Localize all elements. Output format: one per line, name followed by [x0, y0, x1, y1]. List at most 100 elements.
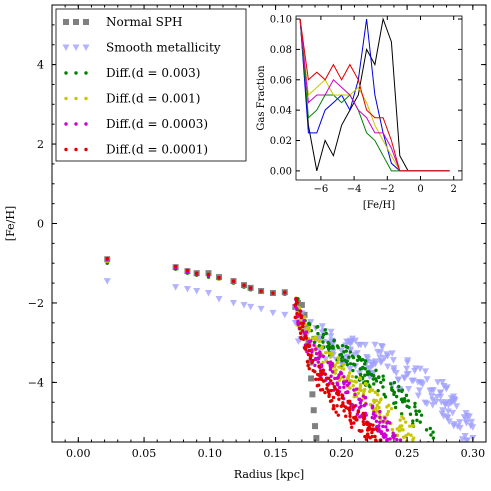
series-4-marker	[381, 434, 386, 438]
series-1-marker	[426, 387, 434, 395]
series-1-marker	[257, 305, 265, 313]
series-3-marker	[347, 371, 352, 375]
series-5-marker	[374, 439, 378, 442]
series-5-marker	[317, 373, 321, 377]
series-1-marker	[348, 339, 356, 346]
series-1-marker	[384, 353, 392, 360]
series-5-marker	[340, 396, 344, 400]
legend-marker	[74, 96, 78, 101]
series-2-marker	[329, 346, 333, 350]
series-4-marker	[370, 415, 374, 420]
series-5-marker	[332, 406, 336, 411]
series-2-marker	[344, 360, 349, 364]
series-5-marker	[365, 422, 369, 427]
series-5-marker	[304, 334, 308, 338]
series-5-marker	[361, 411, 365, 416]
main-plot: 0.00 0.05 0.10 0.15 0.20 0.25 0.30 −4 −2 0 2 4 Radiu…	[4, 4, 487, 481]
series-3-marker	[333, 371, 337, 375]
series-3-marker	[378, 398, 383, 402]
legend-box	[55, 8, 247, 162]
series-5-marker	[353, 415, 358, 419]
series-1-marker	[363, 354, 371, 361]
series-2-marker	[323, 328, 327, 332]
series-5-marker	[194, 271, 199, 275]
series-2-marker	[338, 353, 342, 357]
legend-label: Diff.(d = 0.001)	[106, 92, 200, 106]
series-0-marker	[308, 375, 315, 382]
legend-marker	[83, 19, 89, 25]
series-2-marker	[377, 375, 381, 379]
series-5-marker	[342, 409, 346, 413]
series-5-marker	[326, 390, 331, 394]
series-5-marker	[361, 416, 366, 420]
series-2-marker	[407, 405, 411, 409]
series-1-marker	[453, 403, 461, 410]
series-3-marker	[310, 336, 315, 340]
series-5-marker	[301, 329, 305, 333]
series-4-marker	[328, 367, 333, 372]
series-0-marker	[306, 359, 313, 366]
series-5-marker	[352, 404, 357, 408]
series-3-marker	[324, 350, 328, 355]
series-3-marker	[356, 391, 360, 396]
series-1-marker	[183, 286, 191, 293]
series-4-marker	[314, 357, 318, 362]
y-tick-label: 4	[37, 59, 44, 72]
inset-plot: −6 −4 −2 0 2 0.00 0.02 0.04 0.06 0.08 0.10 [Fe/H] Ga…	[256, 15, 463, 211]
series-5-marker	[248, 286, 253, 290]
series-2-marker	[419, 413, 424, 417]
series-2-marker	[340, 355, 345, 359]
series-1-marker	[456, 424, 464, 432]
series-1-marker	[327, 328, 335, 336]
series-1-marker	[240, 301, 248, 309]
y-tick-label: −2	[28, 297, 44, 310]
series-1-marker	[462, 437, 470, 442]
series-2-marker	[342, 350, 346, 354]
series-1-marker	[378, 344, 386, 351]
series-5-marker	[317, 364, 321, 369]
series-1-marker	[368, 361, 376, 369]
series-2-marker	[400, 397, 404, 401]
series-4-marker	[378, 409, 382, 414]
inset-y-tick-label: 0.02	[270, 136, 292, 147]
series-2-marker	[367, 372, 371, 376]
series-3-marker	[297, 306, 302, 310]
series-1-marker	[388, 350, 396, 357]
series-3-marker	[401, 416, 406, 421]
series-5-marker	[329, 379, 333, 383]
series-3-marker	[329, 352, 334, 356]
series-1-marker	[327, 333, 335, 340]
series-3-marker	[346, 377, 350, 381]
series-3-marker	[385, 413, 389, 417]
series-2-marker	[345, 362, 350, 367]
series-5-marker	[306, 363, 310, 368]
series-5-marker	[336, 413, 341, 417]
inset-y-tick-label: 0.06	[270, 75, 292, 86]
series-5-marker	[301, 321, 305, 326]
series-5-marker	[357, 428, 362, 433]
series-1-marker	[404, 370, 412, 378]
series-3-marker	[319, 346, 323, 350]
series-3-marker	[358, 376, 363, 381]
series-2-marker	[321, 332, 326, 337]
legend-label: Smooth metallicity	[106, 41, 221, 55]
series-4-marker	[374, 419, 379, 424]
series-4-marker	[395, 437, 399, 442]
series-5-marker	[271, 291, 275, 295]
series-0-marker	[310, 407, 317, 414]
series-2-marker	[394, 394, 399, 399]
legend-marker	[74, 71, 78, 75]
series-4-marker	[317, 356, 321, 361]
inset-y-axis-label: Gas Fraction	[256, 65, 267, 131]
series-4-marker	[319, 363, 324, 367]
series-2-marker	[316, 331, 320, 336]
series-3-marker	[364, 382, 369, 387]
series-0-marker	[304, 323, 311, 330]
series-4-marker	[335, 381, 339, 385]
series-5-marker	[242, 283, 246, 287]
series-3-marker	[376, 393, 380, 397]
series-1-marker	[371, 358, 379, 365]
series-1-marker	[433, 393, 441, 401]
series-3-marker	[374, 398, 378, 403]
series-1-marker	[215, 295, 223, 303]
